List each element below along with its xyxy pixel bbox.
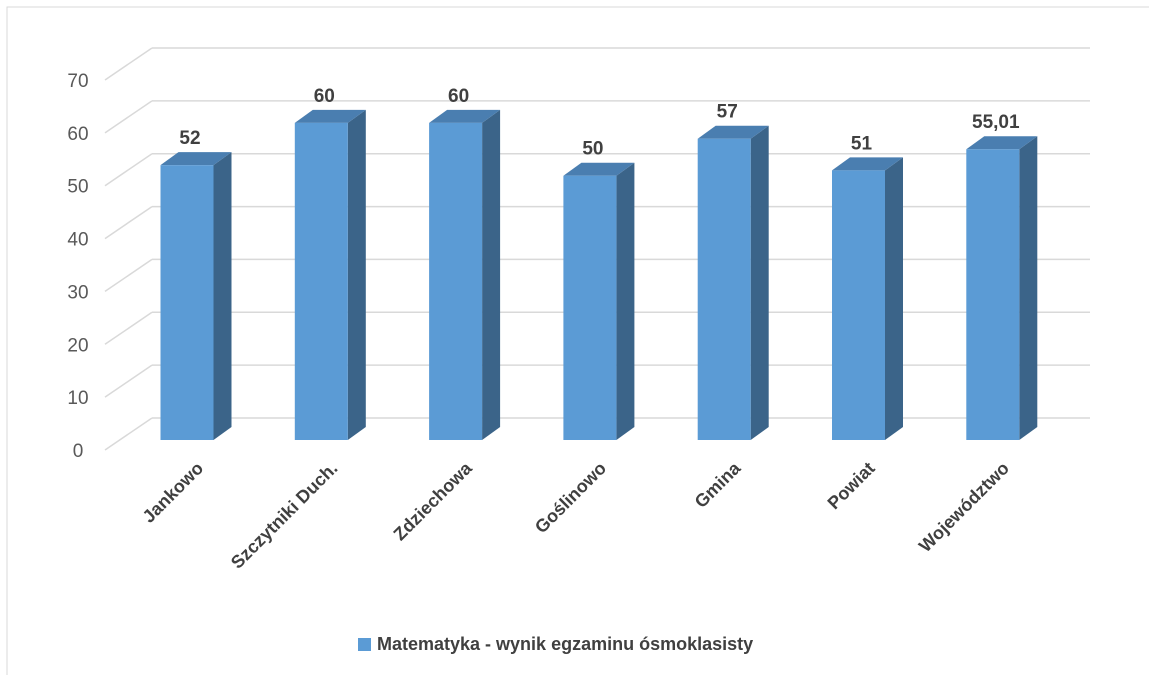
bar xyxy=(966,149,1020,441)
legend-label: Matematyka - wynik egzaminu ósmoklasisty xyxy=(377,634,753,654)
grid-line-side xyxy=(104,417,153,451)
y-tick-label: 70 xyxy=(67,71,88,92)
value-label: 50 xyxy=(582,139,603,160)
bar-top xyxy=(832,157,903,171)
grid-line-side xyxy=(104,311,153,345)
bar xyxy=(563,175,617,440)
value-label: 60 xyxy=(448,86,469,107)
grid-line-side xyxy=(104,205,153,240)
bar-side xyxy=(482,109,501,440)
x-tick-label: Szczytniki Duch. xyxy=(227,458,342,573)
x-tick-label: Województwo xyxy=(915,458,1013,556)
grid-line-side xyxy=(104,258,153,293)
bar xyxy=(697,138,751,440)
bar-side xyxy=(616,162,635,440)
grid-line-side xyxy=(104,364,153,398)
bar xyxy=(832,170,885,440)
bar-top xyxy=(429,109,501,123)
bar-side xyxy=(213,152,232,440)
bar-top xyxy=(966,136,1038,150)
bar xyxy=(294,122,348,440)
y-tick-label: 50 xyxy=(67,177,88,198)
legend-swatch xyxy=(358,638,371,651)
y-tick-label: 0 xyxy=(73,441,84,462)
bar xyxy=(429,122,483,440)
grid-line-side xyxy=(104,100,153,134)
bar-side xyxy=(1019,136,1038,441)
x-tick-label: Gmina xyxy=(691,457,745,511)
chart-frame xyxy=(6,6,1149,675)
y-tick-label: 10 xyxy=(67,388,88,409)
value-label: 52 xyxy=(179,128,200,149)
y-tick-label: 60 xyxy=(67,124,88,145)
bar-top xyxy=(697,125,769,139)
bar-top xyxy=(160,152,232,166)
value-label: 55,01 xyxy=(972,112,1020,133)
grid-line-side xyxy=(104,47,153,81)
bar-top xyxy=(294,109,366,123)
bar-top xyxy=(563,162,635,176)
bar-side xyxy=(347,109,366,440)
x-tick-label: Zdziechowa xyxy=(390,457,477,544)
y-tick-label: 30 xyxy=(67,282,88,303)
grid-line-side xyxy=(104,153,153,187)
bar-side xyxy=(750,125,769,440)
bar-side xyxy=(885,157,903,440)
value-label: 51 xyxy=(851,133,873,154)
bar xyxy=(160,165,214,440)
y-tick-label: 40 xyxy=(67,230,88,251)
x-tick-label: Goślinowo xyxy=(531,458,610,537)
x-tick-label: Powiat xyxy=(824,458,879,513)
y-tick-label: 20 xyxy=(67,335,88,356)
value-label: 60 xyxy=(314,86,335,107)
value-label: 57 xyxy=(717,102,738,123)
x-tick-label: Jankowo xyxy=(139,458,208,527)
